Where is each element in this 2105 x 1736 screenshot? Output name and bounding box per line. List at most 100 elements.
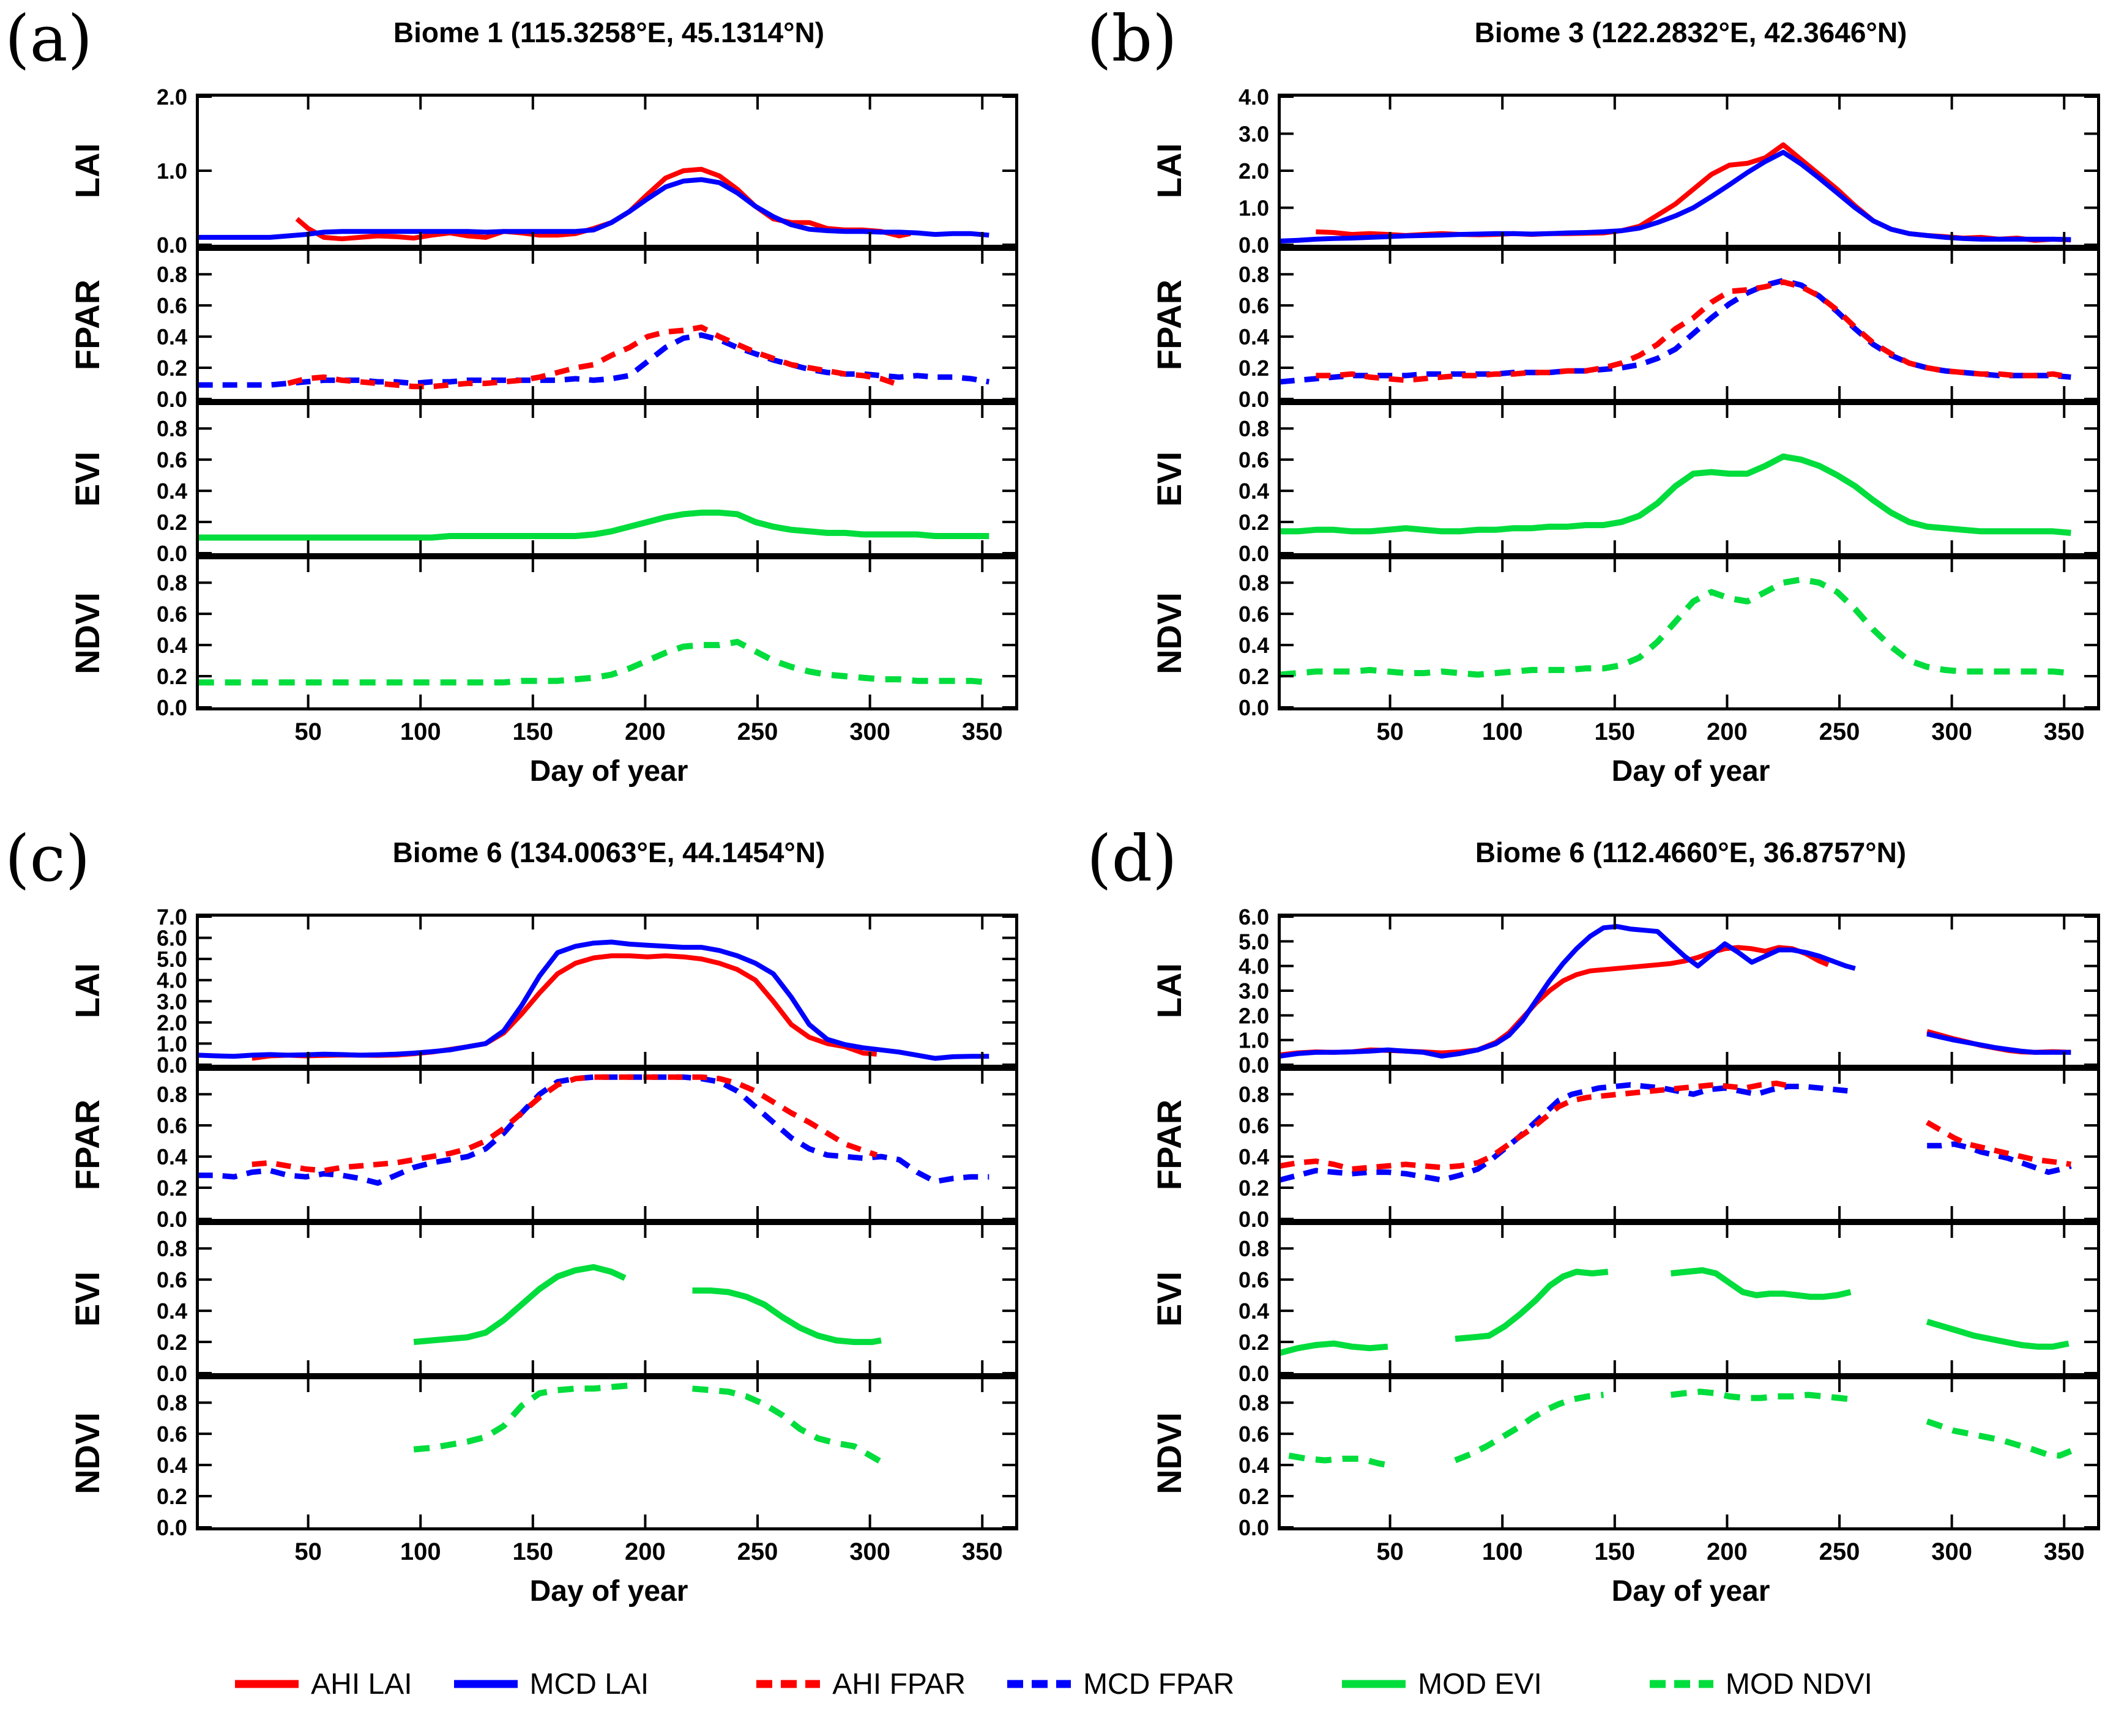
x-tick-label: 100	[400, 718, 441, 745]
y-tick-label: 4.0	[1239, 954, 1269, 979]
y-axis-label: LAI	[1150, 963, 1188, 1018]
y-tick-label: 0.0	[157, 1515, 187, 1540]
y-axis-label: EVI	[68, 452, 106, 507]
x-tick-label: 100	[400, 1538, 441, 1565]
y-tick-label: 0.6	[157, 1267, 187, 1292]
panel-header: Biome 3 (122.2832°E, 42.3646°N)	[1149, 11, 2104, 94]
y-tick-label: 0.4	[1239, 1298, 1269, 1324]
x-tick-label: 200	[625, 718, 666, 745]
axes-box	[196, 556, 1018, 710]
y-axis-label: LAI	[1150, 143, 1188, 198]
series-mod-ndvi	[1926, 1418, 2073, 1459]
axes-box	[196, 914, 1018, 1068]
series-mcd-lai	[198, 939, 989, 1061]
y-tick-label: 0.6	[157, 293, 187, 318]
legend-line-sample	[235, 1680, 299, 1688]
y-tick-label: 0.8	[1239, 570, 1269, 595]
series-mcd-fpar	[198, 1074, 989, 1186]
y-tick-label: 3.0	[1239, 978, 1269, 1004]
y-tick-label: 4.0	[157, 968, 187, 993]
series-mod-ndvi	[1288, 1452, 1388, 1469]
y-tick-label: 0.0	[1239, 387, 1269, 412]
x-axis-label: Day of year	[529, 1575, 688, 1607]
y-tick-label: 0.4	[157, 324, 187, 349]
y-tick-label: 3.0	[157, 989, 187, 1014]
legend-label: MOD EVI	[1418, 1667, 1542, 1701]
y-tick-label: 0.4	[157, 1298, 187, 1324]
x-axis-label: Day of year	[529, 755, 688, 788]
series-mod-evi	[1280, 453, 2071, 536]
y-tick-label: 0.2	[157, 1175, 187, 1201]
y-axis-label: NDVI	[1150, 1412, 1188, 1494]
axes-box	[1278, 402, 2100, 556]
y-tick-label: 0.4	[1239, 479, 1269, 504]
y-tick-label: 0.4	[157, 633, 187, 658]
x-tick-label: 300	[849, 718, 890, 745]
series-ahi-lai	[1280, 945, 1830, 1057]
panel-title: Biome 6 (112.4660°E, 36.8757°N)	[1475, 836, 1907, 868]
x-tick-label: 350	[962, 718, 1003, 745]
panel-header: Biome 6 (134.0063°E, 44.1454°N)	[67, 831, 1022, 914]
panel-d-subplot-evi: EVI 0.0 0.2 0.4 0.6 0.8	[1150, 1222, 2100, 1386]
axes-box	[1278, 248, 2100, 402]
panel-a-subplot-fpar: FPAR 0.0 0.2 0.4 0.6 0.8	[68, 248, 1018, 412]
panel-letter: (c)	[5, 821, 91, 896]
x-axis-label: Day of year	[1611, 1575, 1770, 1607]
y-tick-label: 0.0	[1239, 1361, 1269, 1386]
y-tick-label: 0.0	[157, 387, 187, 412]
panel-b-subplot-evi: EVI 0.0 0.2 0.4 0.6 0.8	[1150, 402, 2100, 566]
y-tick-label: 0.6	[1239, 1421, 1269, 1447]
x-tick-label: 150	[512, 1538, 553, 1565]
legend-label: AHI LAI	[311, 1667, 412, 1701]
panel-header: Biome 1 (115.3258°E, 45.1314°N)	[67, 11, 1022, 94]
x-tick-label: 200	[1707, 1538, 1748, 1565]
x-tick-label: 50	[294, 718, 322, 745]
series-mcd-fpar	[198, 332, 990, 388]
panel-c-subplot-evi: EVI 0.0 0.2 0.4 0.6 0.8	[68, 1222, 1018, 1386]
panel-d: (d) Biome 6 (112.4660°E, 36.8757°N) LAI 0.0…	[1087, 824, 2104, 1608]
panel-c-subplot-lai: LAI 0.01.02.03.04.05.06.07.0	[68, 904, 1018, 1078]
series-mcd-fpar	[1927, 1141, 2072, 1175]
panel-letter: (b)	[1087, 1, 1177, 76]
y-tick-label: 6.0	[1239, 904, 1269, 929]
x-tick-label: 350	[962, 1538, 1003, 1565]
y-tick-label: 0.8	[1239, 1082, 1269, 1107]
y-tick-label: 2.0	[1239, 1003, 1269, 1028]
series-mod-ndvi	[413, 1382, 630, 1453]
y-axis-label: LAI	[68, 963, 106, 1018]
y-tick-label: 0.4	[157, 1144, 187, 1169]
y-tick-label: 0.2	[1239, 356, 1269, 381]
y-tick-label: 0.2	[157, 1484, 187, 1509]
panel-b: (b) Biome 3 (122.2832°E, 42.3646°N) LAI 0.0…	[1087, 4, 2104, 788]
y-tick-label: 0.8	[1239, 1390, 1269, 1415]
series-ahi-fpar	[1925, 1120, 2072, 1168]
axes-box	[196, 1376, 1018, 1530]
y-axis-label: FPAR	[1150, 280, 1188, 370]
panel-letter: (d)	[1087, 821, 1177, 896]
y-tick-label: 0.0	[157, 1207, 187, 1232]
panel-a-subplot-evi: EVI 0.0 0.2 0.4 0.6 0.8	[68, 402, 1018, 566]
x-tick-label: 300	[1931, 718, 1972, 745]
panel-c: (c) Biome 6 (134.0063°E, 44.1454°N) LAI 0.0…	[5, 824, 1022, 1608]
x-tick-label: 350	[2044, 718, 2085, 745]
axes-box	[1278, 1222, 2100, 1376]
y-tick-label: 0.8	[1239, 1236, 1269, 1261]
x-tick-label: 100	[1482, 1538, 1523, 1565]
y-tick-label: 1.0	[157, 158, 187, 184]
legend-item-mod-ndvi: MOD NDVI	[1647, 1667, 1872, 1701]
legend-item-mcd-fpar: MCD FPAR	[1005, 1667, 1234, 1701]
y-tick-label: 3.0	[1239, 122, 1269, 147]
legend-label: AHI FPAR	[832, 1667, 966, 1701]
x-tick-label: 200	[625, 1538, 666, 1565]
y-tick-label: 0.8	[157, 570, 187, 595]
y-tick-label: 0.2	[157, 510, 187, 535]
x-tick-label: 200	[1707, 718, 1748, 745]
legend: AHI LAI MCD LAI AHI FPAR MCD FPAR MOD EVI MOD…	[0, 1647, 2105, 1721]
y-tick-label: 0.4	[1239, 1144, 1269, 1169]
y-tick-label: 0.8	[157, 1236, 187, 1261]
y-tick-label: 0.2	[157, 356, 187, 381]
panel-title: Biome 3 (122.2832°E, 42.3646°N)	[1474, 17, 1907, 48]
x-tick-label: 100	[1482, 718, 1523, 745]
y-tick-label: 0.2	[1239, 1330, 1269, 1355]
series-mod-ndvi	[1280, 576, 2071, 678]
